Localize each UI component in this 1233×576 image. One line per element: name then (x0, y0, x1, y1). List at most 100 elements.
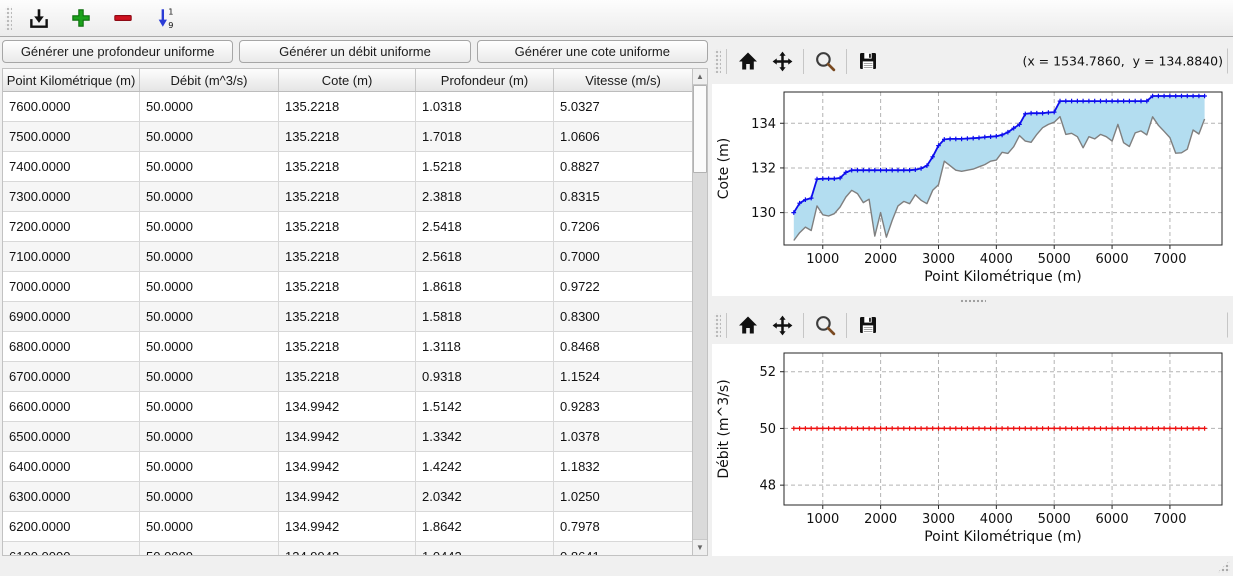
table-cell[interactable]: 50.0000 (140, 452, 279, 481)
table-cell[interactable]: 50.0000 (140, 542, 279, 555)
table-cell[interactable]: 135.2218 (279, 122, 416, 151)
table-cell[interactable]: 50.0000 (140, 332, 279, 361)
table-cell[interactable]: 135.2218 (279, 302, 416, 331)
table-cell[interactable]: 50.0000 (140, 512, 279, 541)
table-cell[interactable]: 134.9942 (279, 422, 416, 451)
table-cell[interactable]: 135.2218 (279, 272, 416, 301)
table-cell[interactable]: 50.0000 (140, 242, 279, 271)
table-cell[interactable]: 1.4242 (416, 452, 554, 481)
table-cell[interactable]: 134.9942 (279, 512, 416, 541)
table-cell[interactable]: 6600.0000 (3, 392, 140, 421)
table-cell[interactable]: 0.9283 (554, 392, 693, 421)
table-cell[interactable]: 1.0250 (554, 482, 693, 511)
table-cell[interactable]: 0.8827 (554, 152, 693, 181)
table-cell[interactable]: 0.7978 (554, 512, 693, 541)
table-cell[interactable]: 50.0000 (140, 122, 279, 151)
column-header[interactable]: Cote (m) (279, 69, 416, 91)
table-cell[interactable]: 50.0000 (140, 422, 279, 451)
table-cell[interactable]: 50.0000 (140, 302, 279, 331)
table-cell[interactable]: 134.9942 (279, 452, 416, 481)
table-cell[interactable]: 6500.0000 (3, 422, 140, 451)
table-cell[interactable]: 1.8618 (416, 272, 554, 301)
table-cell[interactable]: 7200.0000 (3, 212, 140, 241)
table-cell[interactable]: 135.2218 (279, 362, 416, 391)
charts-splitter[interactable] (712, 296, 1233, 306)
table-cell[interactable]: 7600.0000 (3, 92, 140, 121)
table-cell[interactable]: 135.2218 (279, 212, 416, 241)
cote-chart-canvas[interactable]: 1000 2000 3000 4000 5000 6000 7000 130 132 134 Poi… (712, 84, 1233, 296)
table-cell[interactable]: 1.1524 (554, 362, 693, 391)
table-cell[interactable]: 0.8315 (554, 182, 693, 211)
table-cell[interactable]: 135.2218 (279, 182, 416, 211)
column-header[interactable]: Vitesse (m/s) (554, 69, 693, 91)
table-cell[interactable]: 1.5218 (416, 152, 554, 181)
table-cell[interactable]: 1.0606 (554, 122, 693, 151)
save-figure-button[interactable] (852, 46, 884, 76)
table-cell[interactable]: 1.3342 (416, 422, 554, 451)
table-cell[interactable]: 134.9942 (279, 542, 416, 555)
table-cell[interactable]: 1.3118 (416, 332, 554, 361)
table-cell[interactable]: 2.5418 (416, 212, 554, 241)
table-cell[interactable]: 0.8300 (554, 302, 693, 331)
table-cell[interactable]: 50.0000 (140, 272, 279, 301)
table-cell[interactable]: 6200.0000 (3, 512, 140, 541)
table-cell[interactable]: 6900.0000 (3, 302, 140, 331)
table-cell[interactable]: 7500.0000 (3, 122, 140, 151)
table-vertical-scrollbar[interactable]: ▲ ▼ (692, 69, 707, 555)
toolbar-drag-handle[interactable] (5, 6, 12, 30)
toolbar-drag-handle[interactable] (714, 49, 721, 73)
pan-button[interactable] (766, 310, 798, 340)
table-cell[interactable]: 1.8642 (416, 512, 554, 541)
scroll-down-button[interactable]: ▼ (693, 539, 707, 555)
column-header[interactable]: Profondeur (m) (416, 69, 554, 91)
home-button[interactable] (732, 310, 764, 340)
table-cell[interactable]: 6800.0000 (3, 332, 140, 361)
table-cell[interactable]: 6100.0000 (3, 542, 140, 555)
home-button[interactable] (732, 46, 764, 76)
table-cell[interactable]: 134.9942 (279, 482, 416, 511)
generate-uniform-level-button[interactable]: Générer une cote uniforme (476, 40, 708, 63)
table-cell[interactable]: 50.0000 (140, 92, 279, 121)
table-cell[interactable]: 1.1832 (554, 452, 693, 481)
debit-chart-canvas[interactable]: 1000 2000 3000 4000 5000 6000 7000 48 50 52 Point … (712, 344, 1233, 556)
table-cell[interactable]: 50.0000 (140, 182, 279, 211)
table-cell[interactable]: 1.0442 (416, 542, 554, 555)
remove-row-button[interactable] (108, 3, 138, 33)
zoom-button[interactable] (809, 310, 841, 340)
import-button[interactable] (24, 3, 54, 33)
column-header[interactable]: Débit (m^3/s) (140, 69, 279, 91)
table-cell[interactable]: 6400.0000 (3, 452, 140, 481)
table-cell[interactable]: 2.3818 (416, 182, 554, 211)
table-cell[interactable]: 1.7018 (416, 122, 554, 151)
scroll-up-button[interactable]: ▲ (693, 69, 707, 85)
table-cell[interactable]: 50.0000 (140, 212, 279, 241)
cote-chart[interactable]: 1000 2000 3000 4000 5000 6000 7000 130 132 134 Poi… (712, 84, 1233, 296)
table-cell[interactable]: 0.8641 (554, 542, 693, 555)
debit-chart[interactable]: 1000 2000 3000 4000 5000 6000 7000 48 50 52 Point … (712, 344, 1233, 556)
table-cell[interactable]: 50.0000 (140, 152, 279, 181)
table-cell[interactable]: 50.0000 (140, 482, 279, 511)
table-cell[interactable]: 0.9722 (554, 272, 693, 301)
column-header[interactable]: Point Kilométrique (m) (3, 69, 140, 91)
table-cell[interactable]: 7100.0000 (3, 242, 140, 271)
generate-uniform-flow-button[interactable]: Générer un débit uniforme (239, 40, 471, 63)
table-cell[interactable]: 1.5142 (416, 392, 554, 421)
save-figure-button[interactable] (852, 310, 884, 340)
table-cell[interactable]: 135.2218 (279, 92, 416, 121)
table-cell[interactable]: 134.9942 (279, 392, 416, 421)
table-cell[interactable]: 0.7000 (554, 242, 693, 271)
table-cell[interactable]: 7400.0000 (3, 152, 140, 181)
table-cell[interactable]: 135.2218 (279, 332, 416, 361)
table-cell[interactable]: 50.0000 (140, 392, 279, 421)
sort-button[interactable]: 1 9 (150, 3, 180, 33)
table-cell[interactable]: 0.7206 (554, 212, 693, 241)
table-cell[interactable]: 5.0327 (554, 92, 693, 121)
table-cell[interactable]: 1.0378 (554, 422, 693, 451)
table-cell[interactable]: 2.0342 (416, 482, 554, 511)
scrollbar-thumb[interactable] (693, 85, 707, 173)
table-cell[interactable]: 135.2218 (279, 152, 416, 181)
table-cell[interactable]: 1.5818 (416, 302, 554, 331)
zoom-button[interactable] (809, 46, 841, 76)
table-cell[interactable]: 50.0000 (140, 362, 279, 391)
resize-grip-icon[interactable] (1217, 560, 1230, 573)
